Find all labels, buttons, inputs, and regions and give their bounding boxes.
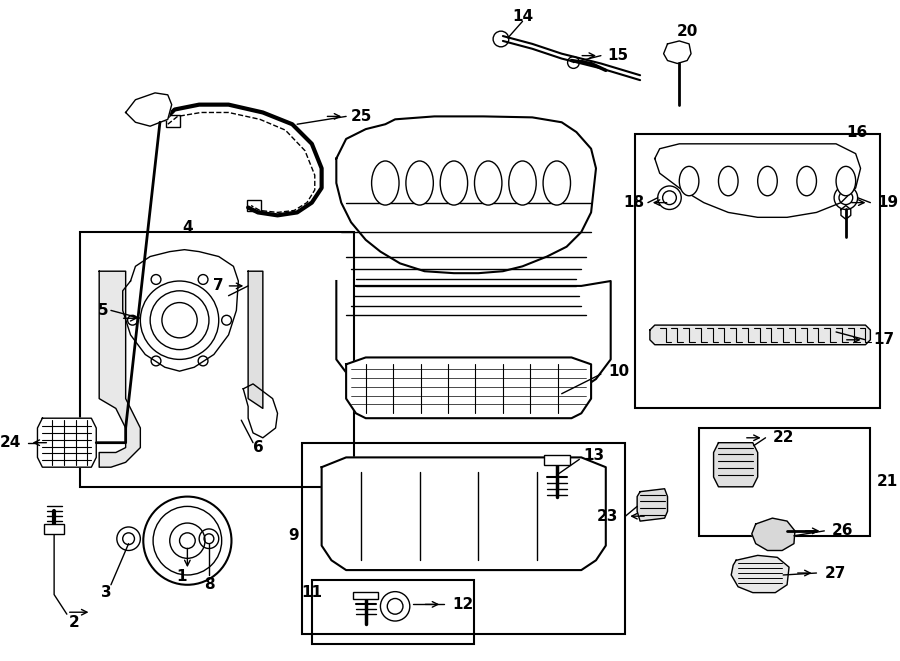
Text: 22: 22 <box>772 430 794 446</box>
Text: 11: 11 <box>302 585 322 600</box>
Polygon shape <box>99 271 140 467</box>
Bar <box>311 580 473 644</box>
Text: 20: 20 <box>677 24 698 38</box>
Text: 6: 6 <box>253 440 264 455</box>
Ellipse shape <box>543 161 571 205</box>
Text: 26: 26 <box>832 524 853 539</box>
Ellipse shape <box>406 161 433 205</box>
Polygon shape <box>337 281 611 389</box>
Bar <box>248 200 261 212</box>
Ellipse shape <box>758 167 778 196</box>
Text: 7: 7 <box>213 278 224 293</box>
Polygon shape <box>38 418 96 467</box>
Polygon shape <box>126 93 172 126</box>
Polygon shape <box>655 144 860 217</box>
Text: 8: 8 <box>203 577 214 592</box>
Text: 12: 12 <box>452 597 473 612</box>
Polygon shape <box>337 116 596 273</box>
Polygon shape <box>650 325 870 344</box>
Text: 13: 13 <box>583 448 605 463</box>
Text: 21: 21 <box>878 475 898 489</box>
Polygon shape <box>321 457 606 570</box>
Text: 1: 1 <box>176 569 187 584</box>
Polygon shape <box>731 555 789 593</box>
Text: 23: 23 <box>598 509 618 524</box>
Text: 4: 4 <box>182 219 193 235</box>
Ellipse shape <box>440 161 468 205</box>
Text: 17: 17 <box>873 332 895 347</box>
Text: 25: 25 <box>351 109 373 124</box>
Text: 19: 19 <box>878 195 898 210</box>
Text: 3: 3 <box>101 585 112 600</box>
Bar <box>79 232 354 486</box>
Bar <box>353 592 379 600</box>
Ellipse shape <box>796 167 816 196</box>
Text: 27: 27 <box>824 566 846 580</box>
Polygon shape <box>752 518 795 551</box>
Polygon shape <box>637 488 668 521</box>
Ellipse shape <box>718 167 738 196</box>
Polygon shape <box>122 250 238 371</box>
Text: 9: 9 <box>288 528 299 543</box>
Bar <box>166 116 179 127</box>
Text: 14: 14 <box>512 9 533 24</box>
Ellipse shape <box>474 161 502 205</box>
Bar <box>544 455 570 465</box>
Bar <box>44 524 64 534</box>
Polygon shape <box>346 358 591 418</box>
Text: 18: 18 <box>623 195 644 210</box>
Text: 24: 24 <box>0 435 21 450</box>
Ellipse shape <box>372 161 399 205</box>
Bar <box>302 443 626 634</box>
Bar <box>635 134 880 408</box>
Ellipse shape <box>508 161 536 205</box>
Text: 5: 5 <box>98 303 108 318</box>
Ellipse shape <box>680 167 699 196</box>
Text: 15: 15 <box>608 48 629 63</box>
Bar <box>699 428 870 536</box>
Text: 16: 16 <box>846 124 867 139</box>
Text: 10: 10 <box>608 364 630 379</box>
Ellipse shape <box>836 167 856 196</box>
Polygon shape <box>248 271 263 408</box>
Polygon shape <box>714 443 758 486</box>
Text: 2: 2 <box>68 615 79 629</box>
